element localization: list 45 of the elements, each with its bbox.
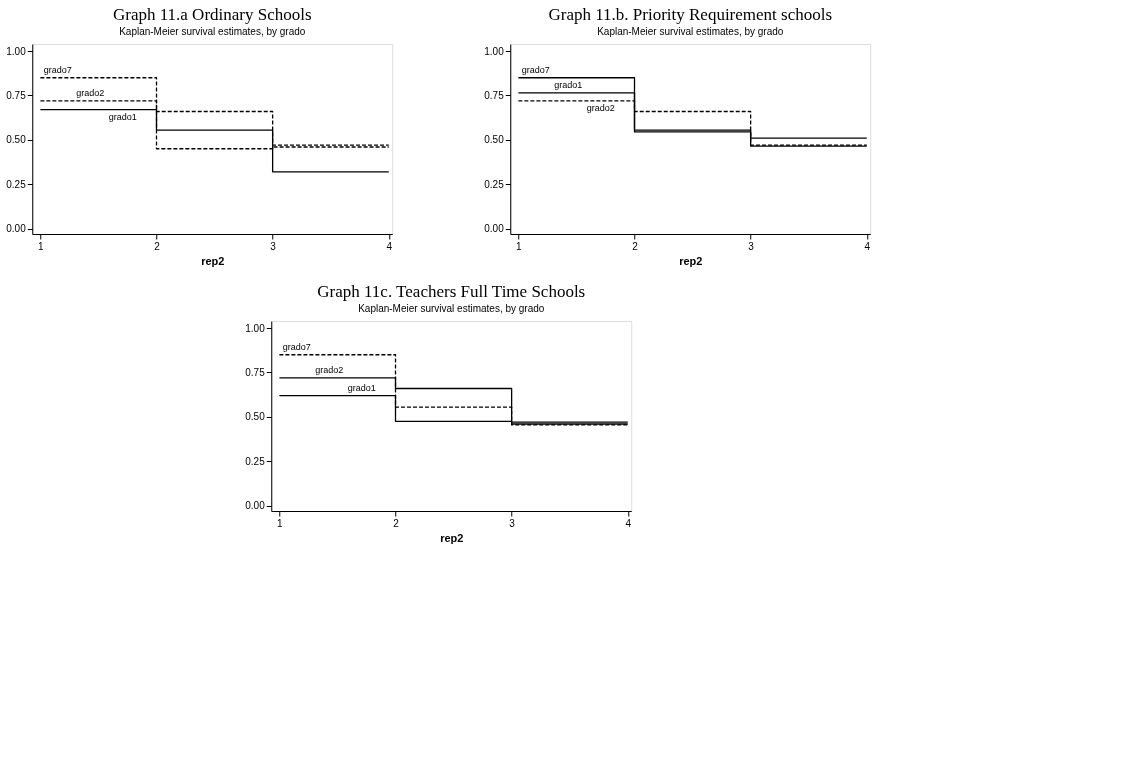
x-axis-title: rep2 [440,531,464,544]
y-tick-label: 1.00 [245,322,266,334]
x-tick-label: 4 [864,240,871,252]
x-tick-label: 2 [154,240,161,252]
x-tick-label: 1 [277,517,284,529]
series-label: grado1 [554,79,583,90]
x-tick-label: 3 [748,240,755,252]
chart-subtitle: Kaplan-Meier survival estimates, by grado [119,26,306,37]
chart-subtitle: Kaplan-Meier survival estimates, by grado [597,26,784,37]
x-axis-title: rep2 [201,254,225,267]
series-label: grado2 [315,364,344,375]
series-label: grado2 [76,87,105,98]
series-label: grado2 [586,102,615,113]
x-tick-label: 1 [38,240,45,252]
y-tick-label: 0.25 [245,455,266,467]
y-tick-label: 0.50 [245,411,266,423]
chart-title: Graph 11.a Ordinary Schools [112,5,312,24]
y-tick-label: 1.00 [484,45,505,57]
y-tick-label: 0.75 [6,90,27,101]
y-tick-label: 0.00 [245,500,266,512]
y-tick-label: 0.00 [484,223,505,235]
series-label: grado7 [43,64,72,75]
y-tick-label: 0.25 [484,178,505,190]
y-tick-label: 0.75 [245,367,266,378]
y-tick-label: 0.50 [6,134,27,146]
series-label: grado1 [108,111,137,122]
series-label: grado7 [282,341,311,352]
x-tick-label: 3 [270,240,277,252]
y-tick-label: 0.75 [484,90,505,101]
x-tick-label: 4 [625,517,632,529]
x-tick-label: 2 [393,517,400,529]
x-tick-label: 1 [516,240,523,252]
y-tick-label: 0.50 [484,134,505,146]
x-tick-label: 4 [386,240,393,252]
series-label: grado1 [347,382,376,393]
chart-title: Graph 11c. Teachers Full Time Schools [317,282,586,301]
series-label: grado7 [521,64,550,75]
y-tick-label: 1.00 [6,45,27,57]
y-tick-label: 0.00 [6,223,27,235]
x-tick-label: 3 [509,517,516,529]
chart-title: Graph 11.b. Priority Requirement schools [548,5,833,24]
x-axis-title: rep2 [679,254,703,267]
chart-subtitle: Kaplan-Meier survival estimates, by grado [358,303,545,314]
y-tick-label: 0.25 [6,178,27,190]
x-tick-label: 2 [632,240,639,252]
